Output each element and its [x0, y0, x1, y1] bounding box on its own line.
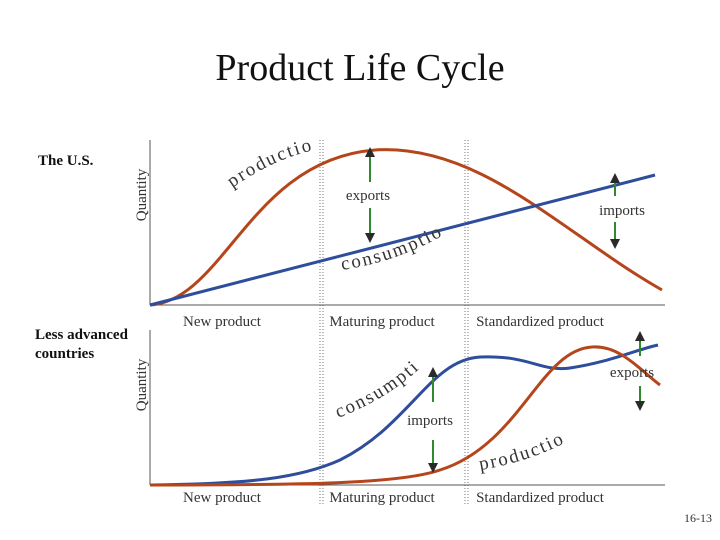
consumption-label-path: consumption — [0, 0, 445, 275]
stage-label: Maturing product — [329, 314, 435, 330]
exports-label: exports — [346, 188, 390, 204]
title: Product Life Cycle — [215, 47, 504, 89]
exports-label: exports — [610, 365, 654, 381]
stage-label: New product — [183, 490, 262, 506]
imports-label: imports — [599, 203, 645, 219]
consumption-curve — [149, 343, 659, 487]
imports-label: imports — [407, 413, 453, 429]
consumption-label: consumption — [0, 0, 447, 275]
production-curve — [149, 148, 663, 307]
country-label: Less advanced countries — [35, 327, 128, 362]
y-axis-label: Quantity — [134, 358, 150, 411]
production-curve — [149, 345, 661, 487]
consumption-line — [149, 173, 656, 307]
slide-number: 16-13 — [684, 511, 712, 525]
country-label: The U.S. — [38, 153, 94, 169]
stage-label: Maturing product — [329, 490, 435, 506]
stage-label: New product — [183, 314, 262, 330]
stage-label: Standardized product — [476, 490, 605, 506]
y-axis-label: Quantity — [134, 168, 150, 221]
stage-label: Standardized product — [476, 314, 605, 330]
